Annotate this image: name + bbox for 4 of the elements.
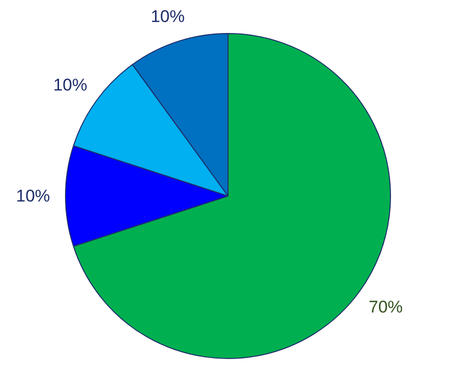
data-label: 10% xyxy=(150,7,185,26)
data-label: 10% xyxy=(53,76,88,95)
data-label: 10% xyxy=(16,186,50,206)
data-label: 70% xyxy=(368,297,403,316)
